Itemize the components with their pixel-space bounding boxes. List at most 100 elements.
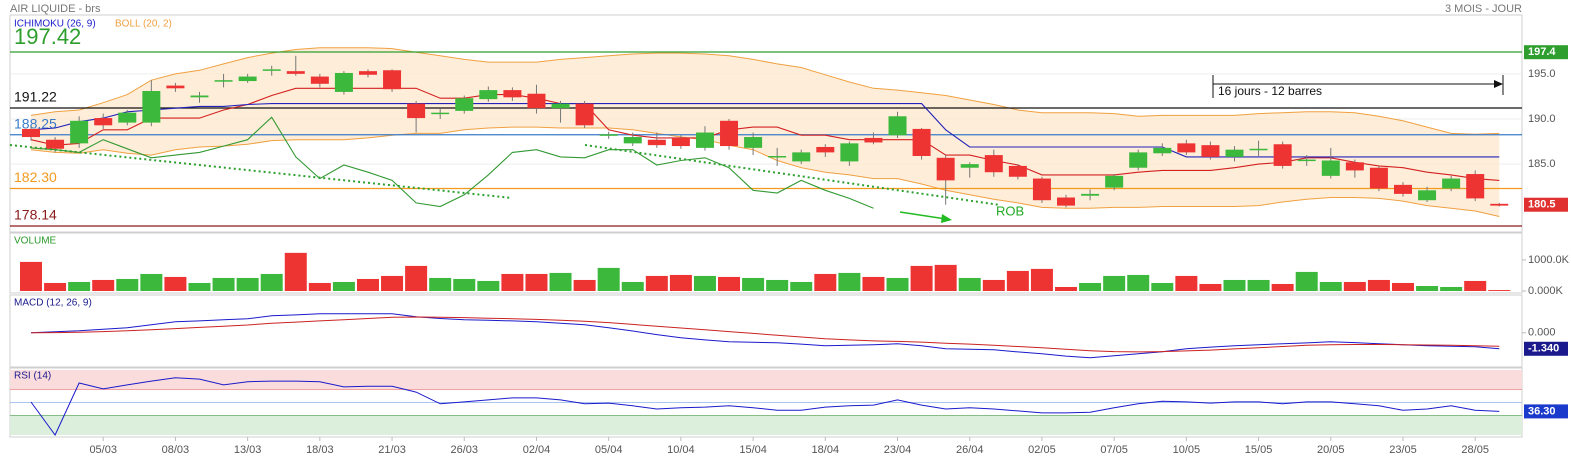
y-tick-label: 0.000K: [1528, 285, 1564, 297]
panel-title: RSI (14): [14, 371, 51, 382]
candle-body: [286, 71, 305, 74]
candle-body: [1345, 162, 1364, 171]
panel-title: MACD (12, 26, 9): [14, 298, 92, 309]
x-tick-label: 02/05: [1028, 444, 1056, 456]
volume-bar: [1343, 281, 1366, 291]
x-tick-label: 23/04: [884, 444, 912, 456]
volume-bar: [116, 278, 139, 291]
volume-bar: [814, 273, 837, 291]
volume-bar: [886, 277, 909, 291]
candle-body: [262, 69, 281, 71]
level-label: 197.42: [14, 24, 81, 49]
y-tick-label: 185.0: [1528, 158, 1556, 170]
candle-body: [142, 91, 161, 123]
volume-bar: [236, 277, 259, 291]
volume-bar: [92, 279, 115, 291]
volume-bar: [212, 277, 235, 291]
value-tag-label: 197.4: [1528, 46, 1556, 58]
volume-bar: [1271, 283, 1294, 291]
volume-bar: [1175, 275, 1198, 291]
volume-bar: [718, 276, 741, 291]
candle-body: [1249, 148, 1268, 151]
candle-body: [70, 120, 89, 144]
x-tick-label: 15/04: [739, 444, 767, 456]
candle-body: [695, 132, 714, 148]
volume-bar: [766, 279, 789, 291]
candle-body: [1201, 145, 1220, 157]
series-line: [30, 316, 1500, 353]
candle-body: [118, 112, 137, 123]
value-tag: [1524, 197, 1568, 212]
value-tag: [1524, 45, 1568, 60]
volume-bar: [1416, 285, 1439, 291]
candle-body: [431, 112, 450, 115]
candle-body: [647, 139, 666, 146]
volume-bar: [1079, 282, 1102, 291]
volume-bar: [982, 279, 1005, 291]
volume-bar: [332, 281, 355, 291]
candle-body: [1008, 165, 1027, 177]
plot-layer: 185.0 190.0 195.0 ICHIMOKU (26, 9) BOLL (20,…: [9, 14, 1570, 456]
volume-bar: [1223, 279, 1246, 291]
trend-line: [9, 144, 513, 199]
candle-body: [599, 134, 618, 136]
candle-body: [310, 76, 329, 84]
volume-bar: [525, 273, 548, 291]
y-tick-label: 195.0: [1528, 68, 1556, 80]
value-tag-label: 180.5: [1528, 199, 1556, 211]
candle-body: [720, 120, 739, 147]
ichimoku-line: [30, 87, 1500, 181]
candle-body: [238, 76, 257, 82]
volume-bar: [1151, 282, 1174, 291]
series-line: [30, 313, 1500, 359]
volume-bar: [44, 282, 67, 291]
candle-body: [792, 152, 811, 162]
volume-bar: [381, 275, 404, 291]
candle-body: [671, 137, 690, 147]
candle-body: [984, 155, 1003, 173]
x-tick-label: 10/04: [667, 444, 695, 456]
level-label: 188.25: [14, 115, 57, 131]
panel-frame: [9, 294, 1523, 368]
candle-body: [1177, 143, 1196, 153]
candle-body: [22, 128, 40, 138]
value-tag: [1524, 404, 1568, 419]
band: [10, 415, 1522, 435]
candle-body: [1393, 184, 1412, 194]
volume-bar: [573, 279, 596, 291]
volume-bar: [477, 280, 500, 291]
candle-body: [768, 155, 787, 158]
arrow-head: [1494, 80, 1503, 88]
volume-bar: [308, 282, 331, 291]
volume-bar: [20, 261, 42, 291]
period: 3 MOIS - JOUR: [1445, 3, 1522, 15]
candle-body: [1418, 190, 1437, 201]
candle-body: [1105, 175, 1124, 188]
x-tick-label: 18/03: [306, 444, 334, 456]
volume-bar: [1055, 286, 1078, 291]
candle-body: [407, 103, 426, 119]
series-line: [30, 377, 1500, 436]
x-tick-label: 20/05: [1317, 444, 1345, 456]
candle-body: [1153, 147, 1172, 154]
legend-entry: ICHIMOKU (26, 9): [14, 19, 96, 30]
candle-body: [840, 143, 859, 162]
candle-body: [455, 98, 474, 111]
candle-body: [190, 95, 209, 98]
level-label: 178.14: [14, 207, 57, 223]
volume-bar: [356, 278, 379, 291]
volume-bar: [164, 276, 187, 291]
candle-body: [888, 116, 907, 136]
candle-body: [816, 146, 835, 153]
candle-body: [1297, 159, 1316, 162]
candle-body: [1273, 144, 1292, 166]
candle-body: [1466, 174, 1485, 199]
volume-bar: [1199, 283, 1222, 291]
x-tick-label: 13/03: [234, 444, 262, 456]
x-tick-label: 26/04: [956, 444, 984, 456]
volume-bar: [1030, 268, 1053, 291]
volume-bar: [284, 252, 307, 291]
value-tag: [1524, 341, 1568, 356]
x-tick-label: 21/03: [378, 444, 406, 456]
